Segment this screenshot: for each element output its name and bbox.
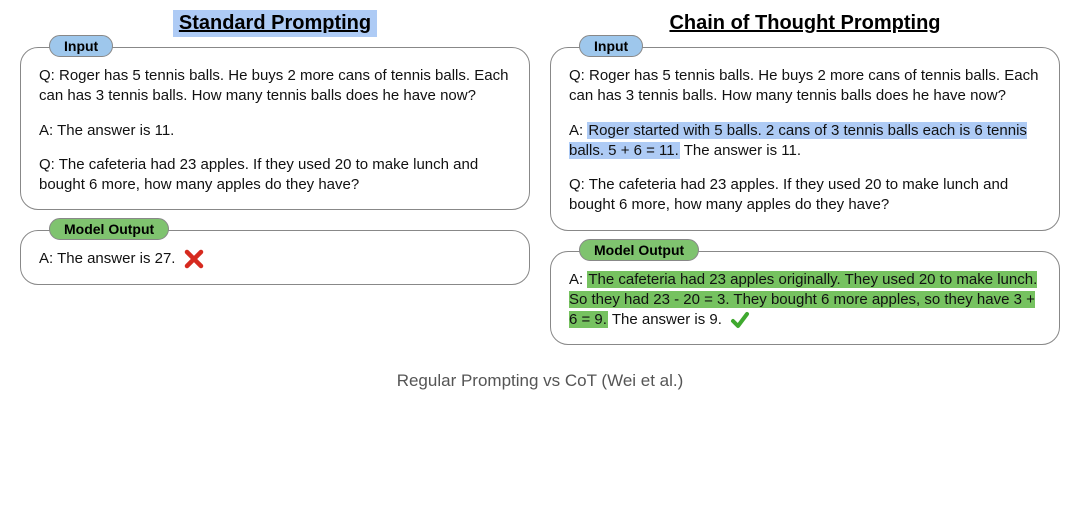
cross-icon (184, 249, 204, 269)
left-input-panel: Input Q: Roger has 5 tennis balls. He bu… (20, 47, 530, 210)
left-input-text: Q: Roger has 5 tennis balls. He buys 2 m… (39, 66, 511, 195)
output-label: Model Output (579, 239, 699, 261)
right-input-text: Q: Roger has 5 tennis balls. He buys 2 m… (569, 66, 1041, 216)
output-label: Model Output (49, 218, 169, 240)
left-column: Standard Prompting Input Q: Roger has 5 … (20, 10, 530, 365)
left-output-text: A: The answer is 27. (39, 249, 511, 269)
comparison-container: Standard Prompting Input Q: Roger has 5 … (0, 0, 1080, 365)
check-icon (730, 310, 750, 330)
left-title: Standard Prompting (173, 10, 377, 37)
input-label: Input (49, 35, 113, 57)
figure-caption: Regular Prompting vs CoT (Wei et al.) (0, 371, 1080, 391)
right-title: Chain of Thought Prompting (550, 10, 1060, 37)
right-column: Chain of Thought Prompting Input Q: Roge… (550, 10, 1060, 365)
right-output-panel: Model Output A: The cafeteria had 23 app… (550, 251, 1060, 346)
right-output-text: A: The cafeteria had 23 apples originall… (569, 270, 1041, 331)
right-input-panel: Input Q: Roger has 5 tennis balls. He bu… (550, 47, 1060, 231)
input-label: Input (579, 35, 643, 57)
left-output-panel: Model Output A: The answer is 27. (20, 230, 530, 284)
